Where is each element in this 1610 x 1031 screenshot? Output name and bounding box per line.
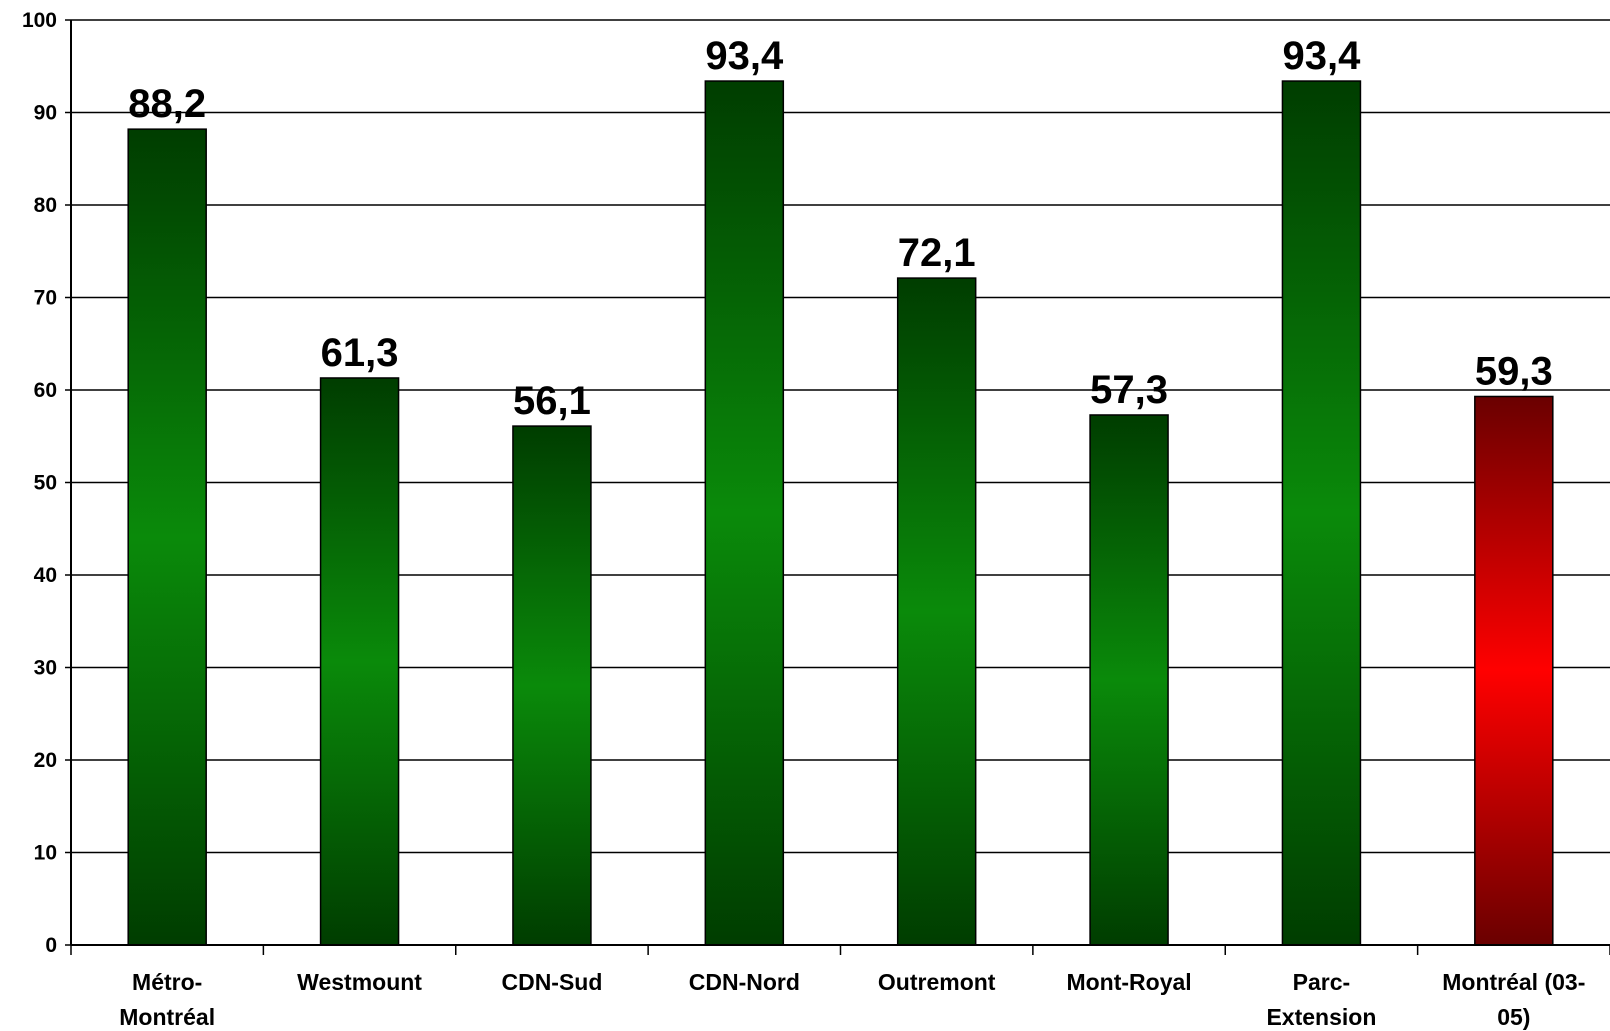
x-category-label: Métro-Montréal — [119, 969, 215, 1030]
data-label: 93,4 — [705, 34, 784, 78]
bar — [896, 277, 977, 946]
gridlines — [71, 19, 1610, 854]
data-label: 56,1 — [513, 379, 591, 423]
bar — [1089, 414, 1169, 946]
y-tick-label: 30 — [34, 657, 57, 680]
x-category-label: Westmount — [297, 969, 422, 995]
y-tick-label: 10 — [34, 842, 57, 865]
bar — [319, 377, 400, 946]
y-tick-label: 90 — [34, 102, 57, 125]
labels: 0 10 20 30 40 50 60 70 80 90 100 88,2 Métro-Montréal… — [22, 9, 1585, 1030]
data-label: 88,2 — [128, 82, 206, 126]
y-tick-label: 50 — [34, 472, 57, 495]
data-label: 57,3 — [1090, 368, 1168, 412]
x-category-label: CDN-Nord — [689, 969, 800, 995]
data-label: 61,3 — [321, 331, 399, 375]
bar — [1474, 395, 1554, 946]
data-label: 72,1 — [898, 231, 976, 275]
x-category-label: Mont-Royal — [1066, 969, 1191, 995]
bar — [512, 425, 592, 946]
data-label: 93,4 — [1283, 34, 1362, 78]
data-label: 59,3 — [1475, 349, 1553, 393]
bar — [1281, 80, 1362, 946]
x-category-label: Parc-Extension — [1266, 969, 1376, 1030]
x-category-label: Montréal (03-05) — [1442, 969, 1585, 1030]
bars — [127, 80, 1554, 946]
x-category-label: Outremont — [878, 969, 996, 995]
y-tick-label: 100 — [22, 9, 57, 32]
bar — [704, 80, 785, 946]
y-tick-label: 0 — [45, 934, 57, 957]
bar — [127, 128, 207, 946]
x-category-label: CDN-Sud — [501, 969, 602, 995]
y-tick-label: 70 — [34, 287, 57, 310]
axes — [65, 19, 1610, 955]
y-tick-label: 40 — [34, 564, 57, 587]
y-tick-label: 80 — [34, 194, 57, 217]
y-tick-label: 60 — [34, 379, 57, 402]
y-tick-label: 20 — [34, 749, 57, 772]
